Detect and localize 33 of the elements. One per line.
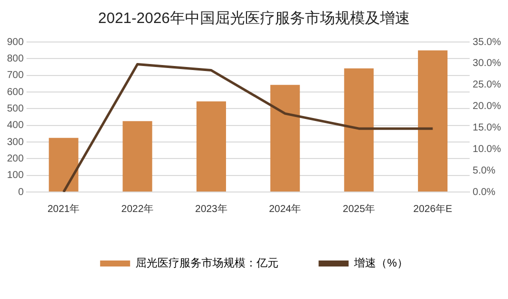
bar — [196, 101, 226, 192]
y-tick-label: 400 — [6, 120, 24, 132]
y2-tick-label: 5.0% — [472, 165, 496, 176]
y-tick-label: 500 — [6, 103, 24, 114]
y2-tick-label: 20.0% — [472, 101, 502, 112]
y-tick-label: 200 — [6, 153, 24, 164]
chart-title: 2021-2026年中国屈光医疗服务市场规模及增速 — [98, 10, 410, 28]
bar — [48, 138, 78, 192]
y2-tick-label: 0.0% — [472, 186, 496, 198]
y-tick-label: 600 — [6, 86, 24, 98]
y-tick-label: 900 — [6, 36, 24, 48]
y-tick-label: 300 — [6, 136, 24, 148]
y2-tick-label: 15.0% — [472, 122, 502, 134]
legend-label: 屈光医疗服务市场规模：亿元 — [136, 256, 279, 270]
bar — [344, 68, 374, 192]
bar — [418, 50, 448, 192]
y2-tick-label: 25.0% — [472, 80, 502, 91]
bar — [270, 84, 300, 192]
x-tick-label: 2023年 — [195, 202, 228, 215]
x-tick-label: 2026年E — [413, 202, 453, 215]
bar — [122, 121, 152, 192]
y2-tick-label: 30.0% — [472, 58, 502, 70]
y-tick-label: 0 — [18, 186, 24, 198]
y2-tick-label: 10.0% — [472, 144, 502, 155]
y-tick-label: 700 — [6, 70, 24, 82]
y-tick-label: 800 — [6, 53, 24, 64]
y-tick-label: 100 — [6, 170, 24, 182]
x-tick-label: 2022年 — [121, 202, 154, 215]
legend-label: 增速（%） — [353, 256, 408, 270]
x-tick-label: 2021年 — [47, 202, 80, 215]
x-tick-label: 2025年 — [342, 202, 376, 215]
x-tick-label: 2024年 — [268, 202, 302, 215]
y2-tick-label: 35.0% — [472, 36, 502, 48]
